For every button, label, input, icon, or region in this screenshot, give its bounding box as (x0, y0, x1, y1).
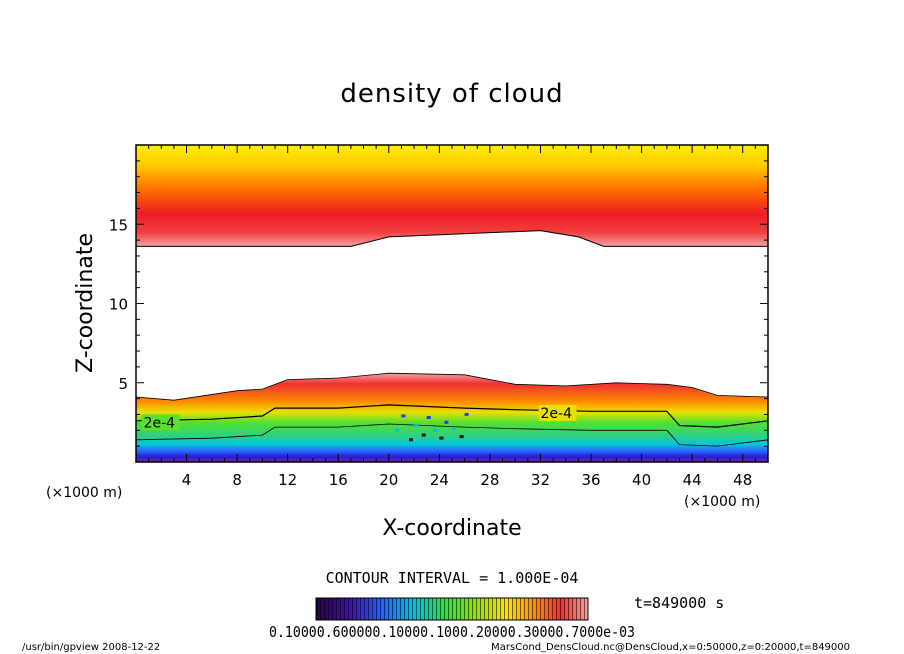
time-label: t=849000 s (634, 594, 724, 612)
chart-title: density of cloud (340, 79, 563, 109)
footer-source: MarsCond_DensCloud.nc@DensCloud,x=0:5000… (491, 642, 850, 653)
colorbar-labels: 0.10000.600000.10000.1000.20000.30000.70… (269, 623, 635, 641)
speckle (433, 428, 437, 432)
speckle (452, 427, 456, 431)
colorbar-frame (315, 597, 589, 621)
x-axis-unit: (×1000 m) (684, 494, 760, 510)
y-tick-label: 5 (118, 375, 128, 393)
x-tick-label: 36 (581, 471, 600, 489)
y-axis-ticks: 5 10 15 (109, 160, 768, 447)
x-tick-label: 8 (232, 471, 242, 489)
x-tick-label: 12 (278, 471, 297, 489)
speckle (439, 436, 444, 440)
x-tick-label: 20 (379, 471, 398, 489)
x-tick-label: 48 (733, 471, 752, 489)
speckle (414, 424, 419, 427)
x-tick-label: 4 (182, 471, 192, 489)
lower-layer-contour (136, 372, 768, 401)
y-tick-label: 10 (109, 296, 128, 314)
y-axis-title: Z-coordinate (73, 233, 98, 373)
contour-line-2e-4 (136, 404, 768, 428)
speckle (464, 412, 469, 416)
x-tick-label: 44 (683, 471, 702, 489)
upper-layer-contour (136, 230, 768, 247)
lower-cloud-layer (136, 373, 768, 462)
contour-label-2: 2e-4 (541, 406, 573, 422)
upper-cloud-layer (136, 145, 768, 247)
y-tick-label: 15 (109, 216, 128, 234)
colorbar (315, 597, 589, 621)
contour-label-bg-1 (141, 414, 180, 431)
x-origin-unit: (×1000 m) (46, 485, 122, 501)
x-tick-label: 24 (430, 471, 449, 489)
contour-label-1: 2e-4 (144, 415, 176, 431)
speckle (421, 433, 426, 437)
speckle (409, 438, 413, 442)
x-tick-label: 32 (531, 471, 550, 489)
footer-program: /usr/bin/gpview 2008-12-22 (22, 642, 160, 653)
turbulence-speckles (395, 412, 469, 442)
contour-line-low (136, 423, 768, 447)
x-tick-label: 40 (632, 471, 651, 489)
speckle (395, 428, 400, 432)
speckle (459, 435, 464, 439)
speckle (401, 414, 406, 418)
colorbar-bands (316, 598, 588, 620)
contour-label-bg-2 (538, 404, 577, 421)
speckle (444, 420, 449, 424)
contour-interval: CONTOUR INTERVAL = 1.000E-04 (326, 569, 579, 587)
speckle (426, 416, 431, 419)
x-tick-label: 16 (329, 471, 348, 489)
x-axis-title: X-coordinate (382, 516, 521, 541)
x-axis-ticks: 4 8 12 16 20 24 28 32 36 40 44 48 (148, 145, 756, 489)
x-tick-label: 28 (480, 471, 499, 489)
